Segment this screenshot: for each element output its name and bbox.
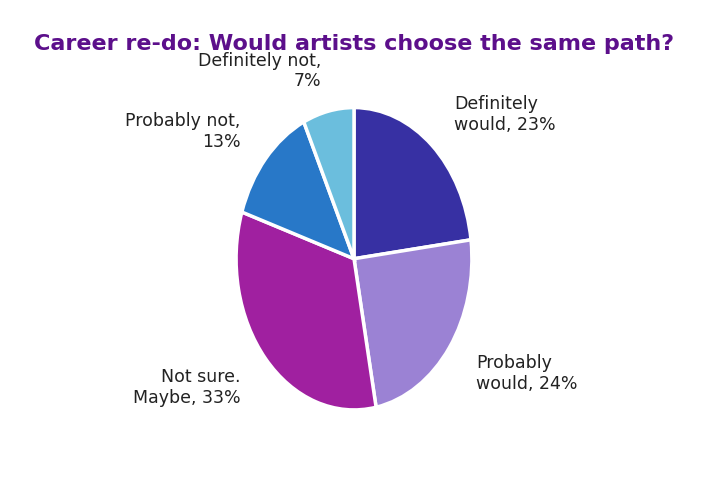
Text: Probably not,
13%: Probably not, 13%	[125, 112, 241, 151]
Text: Not sure.
Maybe, 33%: Not sure. Maybe, 33%	[133, 368, 241, 406]
Text: Definitely
would, 23%: Definitely would, 23%	[454, 95, 556, 134]
Text: Career re-do: Would artists choose the same path?: Career re-do: Would artists choose the s…	[34, 34, 674, 54]
Wedge shape	[304, 108, 354, 259]
Text: Probably
would, 24%: Probably would, 24%	[476, 353, 578, 392]
Text: Definitely not,
7%: Definitely not, 7%	[198, 51, 321, 90]
Wedge shape	[354, 108, 471, 259]
Wedge shape	[242, 123, 354, 259]
Wedge shape	[236, 213, 376, 410]
Wedge shape	[354, 240, 472, 408]
